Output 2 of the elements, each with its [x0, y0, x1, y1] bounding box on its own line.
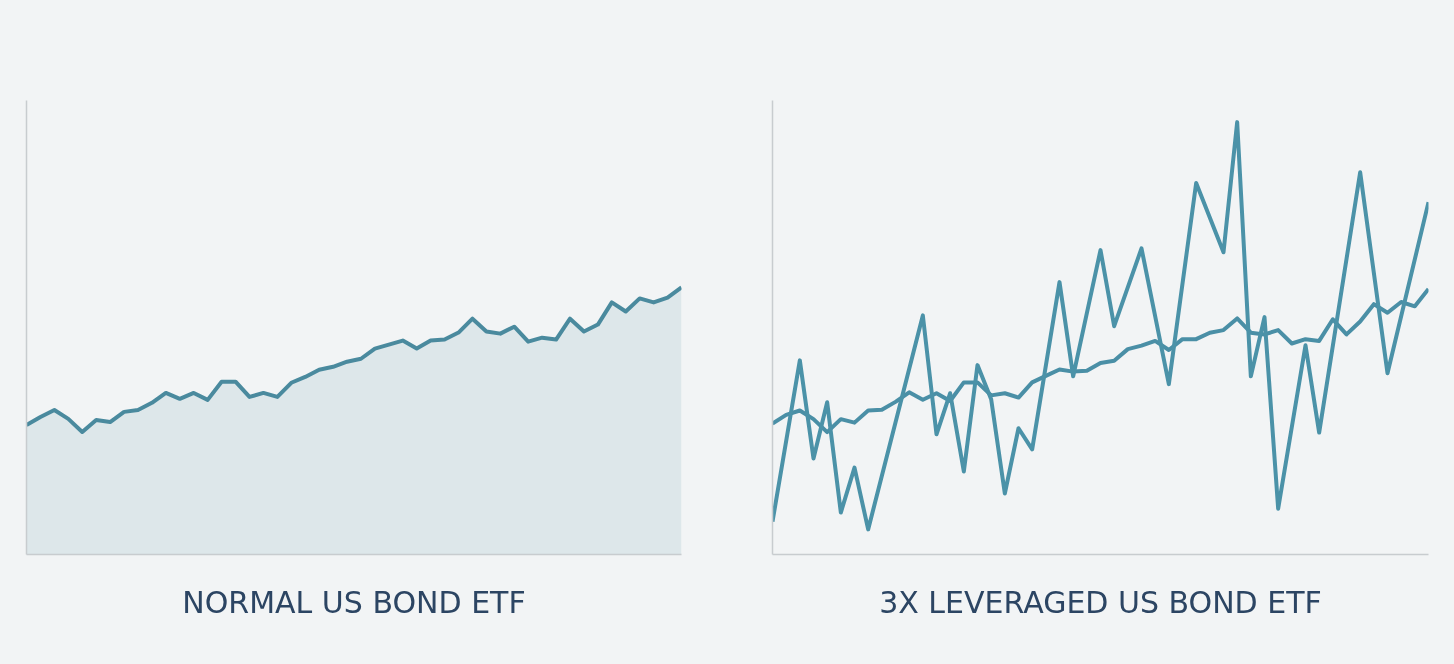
x-axis-title: 3X LEVERAGED US BOND ETF	[879, 584, 1322, 620]
x-axis-title: NORMAL US BOND ETF	[182, 584, 526, 620]
